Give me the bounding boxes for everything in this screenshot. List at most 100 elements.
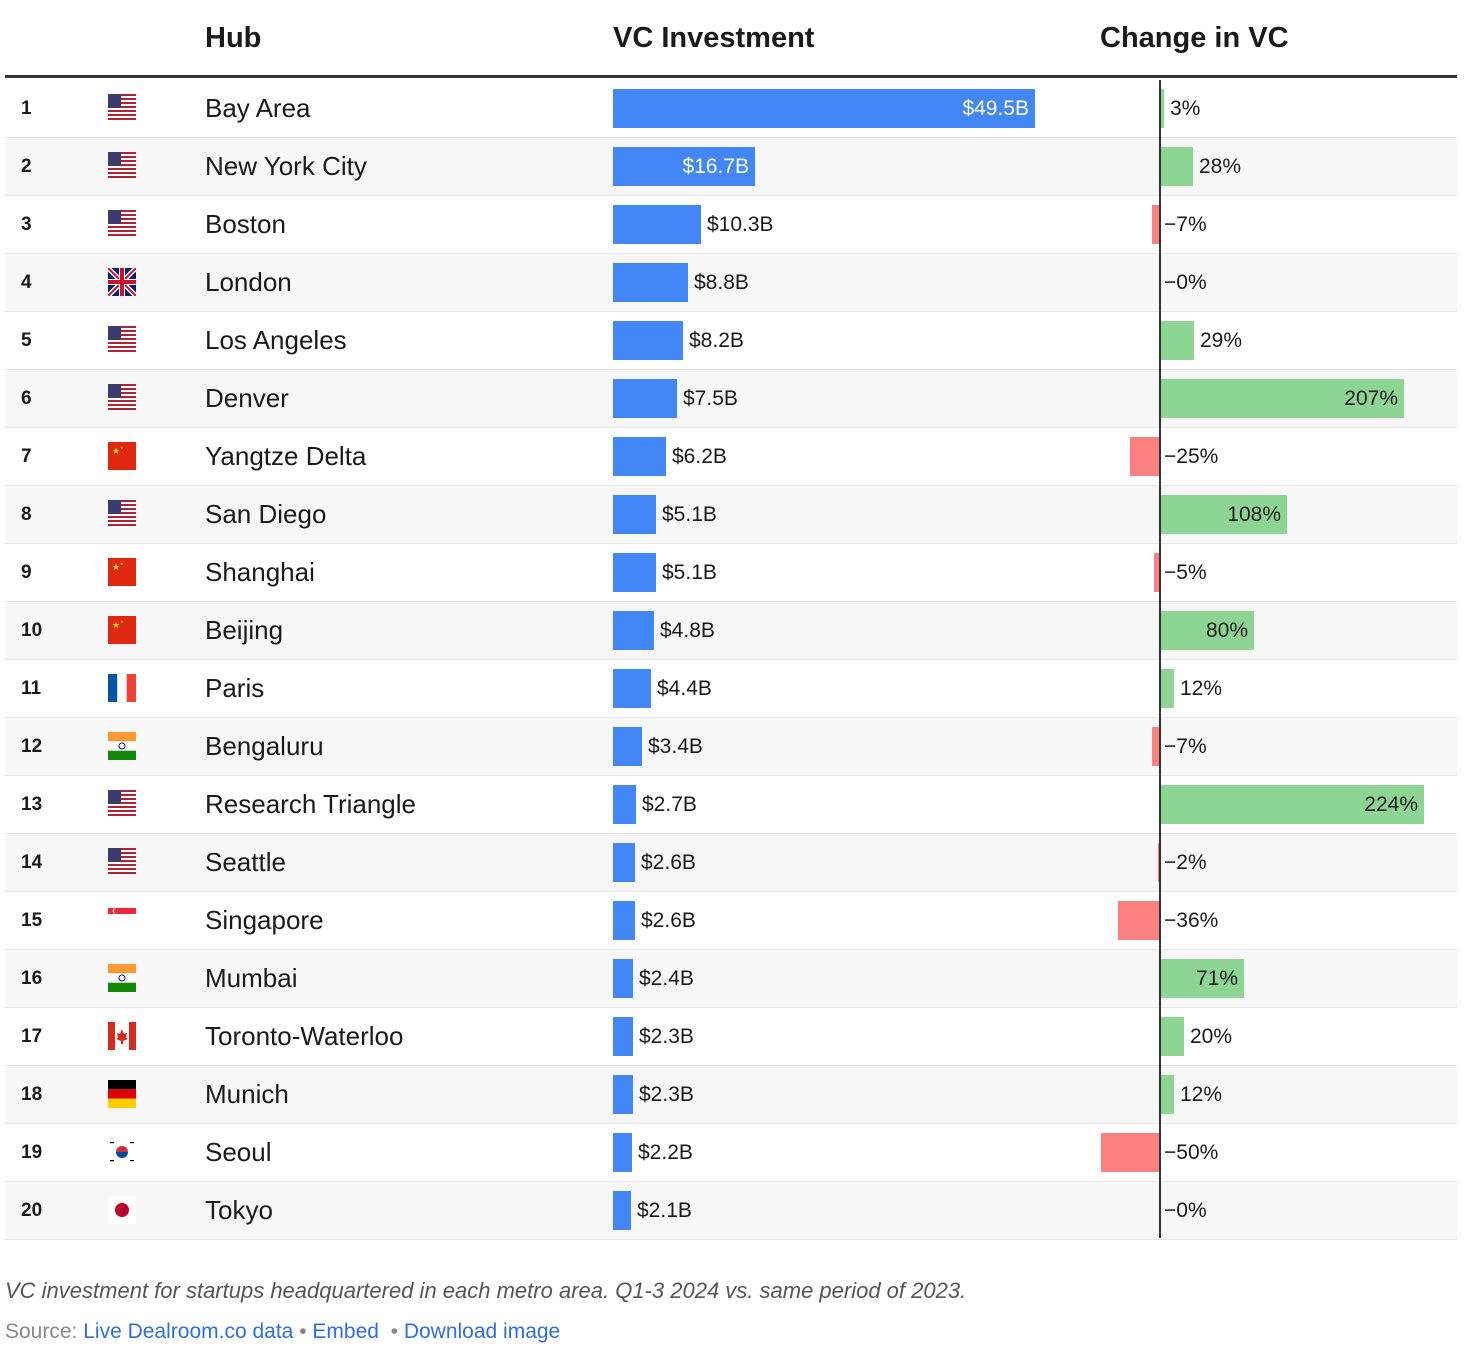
hub-name: Shanghai <box>205 557 315 587</box>
vc-bar <box>613 1075 633 1114</box>
rank-label: 12 <box>21 736 43 757</box>
hub-name: San Diego <box>205 499 327 529</box>
flag-jp-icon <box>108 1196 136 1224</box>
hub-name: Paris <box>205 673 265 703</box>
vc-bar <box>613 1191 631 1230</box>
svg-text:★: ★ <box>120 561 124 566</box>
flag-fr-icon <box>108 674 136 702</box>
flag-kr-icon <box>108 1138 136 1166</box>
svg-text:★: ★ <box>112 562 120 572</box>
change-bar <box>1160 959 1244 998</box>
vc-value-label: $2.2B <box>638 1141 693 1164</box>
table-row: 4 London $8.8B −0% <box>5 254 1457 312</box>
change-bar <box>1160 147 1193 186</box>
change-value-label: −7% <box>1164 213 1207 236</box>
change-value-label: −5% <box>1164 561 1207 584</box>
change-value-label: 224% <box>1364 793 1418 816</box>
rank-label: 13 <box>21 794 43 815</box>
change-bar <box>1160 669 1174 708</box>
source-label: Source: <box>5 1320 78 1343</box>
change-value-label: 108% <box>1227 503 1281 526</box>
change-bar <box>1152 205 1160 244</box>
vc-value-label: $2.7B <box>642 793 697 816</box>
change-zero-axis <box>1159 80 1161 1238</box>
change-bar <box>1160 1017 1184 1056</box>
source-line: Source: Live Dealroom.co data • Embed • … <box>5 1320 560 1344</box>
vc-value-label: $4.8B <box>660 619 715 642</box>
hub-name: Yangtze Delta <box>205 441 367 471</box>
svg-text:★: ★ <box>120 619 124 624</box>
hub-name: Tokyo <box>205 1195 273 1225</box>
rank-label: 1 <box>21 98 32 119</box>
vc-bar <box>613 147 755 186</box>
vc-value-label: $2.6B <box>641 909 696 932</box>
change-value-label: −0% <box>1164 271 1207 294</box>
change-bar <box>1160 321 1194 360</box>
rank-label: 15 <box>21 910 43 931</box>
header-hub: Hub <box>205 22 262 54</box>
change-value-label: 3% <box>1170 97 1201 120</box>
change-bar <box>1160 495 1287 534</box>
header-vc-investment: VC Investment <box>613 22 815 54</box>
rank-label: 4 <box>21 272 32 293</box>
flag-us-icon <box>108 500 136 528</box>
vc-value-label: $16.7B <box>682 155 749 178</box>
rank-label: 2 <box>21 156 32 177</box>
change-value-label: 12% <box>1180 677 1223 700</box>
vc-bar <box>613 321 683 360</box>
vc-value-label: $2.6B <box>641 851 696 874</box>
rank-label: 11 <box>21 678 42 699</box>
flag-sg-icon <box>108 906 136 934</box>
flag-ca-icon <box>108 1022 136 1050</box>
svg-text:★: ★ <box>112 620 120 630</box>
change-value-label: −0% <box>1164 1199 1207 1222</box>
table-row: 9 ★ ★ Shanghai $5.1B −5% <box>5 544 1457 602</box>
table-row: 2 New York City $16.7B 28% <box>5 138 1457 196</box>
flag-us-icon <box>108 94 136 122</box>
flag-us-icon <box>108 210 136 238</box>
table-row: 5 Los Angeles $8.2B 29% <box>5 312 1457 370</box>
table-row: 3 Boston $10.3B −7% <box>5 196 1457 254</box>
vc-bar <box>613 901 635 940</box>
change-bar <box>1160 785 1424 824</box>
vc-value-label: $3.4B <box>648 735 703 758</box>
table-row: 1 Bay Area $49.5B 3% <box>5 80 1457 138</box>
change-value-label: 207% <box>1344 387 1398 410</box>
table-row: 16 Mumbai $2.4B 71% <box>5 950 1457 1008</box>
vc-value-label: $5.1B <box>662 561 717 584</box>
rank-label: 17 <box>21 1026 43 1047</box>
rank-label: 16 <box>21 968 43 989</box>
change-bar <box>1130 437 1160 476</box>
vc-bar <box>613 785 636 824</box>
rank-label: 18 <box>21 1084 43 1105</box>
rank-label: 5 <box>21 330 32 351</box>
download-image-link[interactable]: Download image <box>403 1320 561 1343</box>
flag-cn-icon: ★ ★ <box>108 616 136 644</box>
hub-name: Bay Area <box>205 93 311 123</box>
hub-name: Denver <box>205 383 289 413</box>
source-link[interactable]: Live Dealroom.co data <box>83 1320 294 1343</box>
rank-label: 8 <box>21 504 32 525</box>
flag-us-icon <box>108 152 136 180</box>
change-value-label: 80% <box>1205 619 1248 642</box>
change-value-label: −25% <box>1164 445 1219 468</box>
change-value-label: 28% <box>1199 155 1242 178</box>
vc-value-label: $2.3B <box>639 1025 694 1048</box>
vc-value-label: $2.1B <box>637 1199 692 1222</box>
hub-name: Research Triangle <box>205 789 416 819</box>
svg-text:★: ★ <box>120 445 124 450</box>
flag-us-icon <box>108 848 136 876</box>
table-row: 8 San Diego $5.1B 108% <box>5 486 1457 544</box>
vc-bar <box>613 669 651 708</box>
rank-label: 20 <box>21 1200 43 1221</box>
change-value-label: 29% <box>1200 329 1243 352</box>
vc-bar <box>613 495 656 534</box>
table-row: 17 Toronto-Waterloo $2.3B 20% <box>5 1008 1457 1066</box>
change-value-label: 71% <box>1195 967 1238 990</box>
rank-label: 10 <box>21 620 43 641</box>
flag-de-icon <box>108 1080 136 1108</box>
embed-link[interactable]: Embed <box>312 1320 379 1343</box>
vc-bar <box>613 553 656 592</box>
change-bar <box>1154 553 1160 592</box>
hub-name: Munich <box>205 1079 289 1109</box>
